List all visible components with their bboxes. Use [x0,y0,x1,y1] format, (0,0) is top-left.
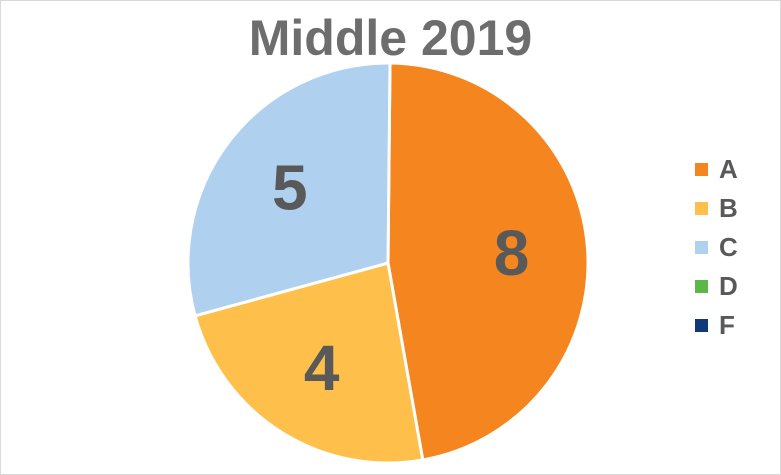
legend-item-f: F [695,306,775,345]
pie-slice-a [386,61,590,462]
legend-item-d: D [695,267,775,306]
chart-title: Middle 2019 [248,10,533,66]
legend-label: A [719,154,738,184]
legend-swatch-f [695,319,708,332]
legend-item-c: C [695,228,775,267]
pie-slice-c [186,61,392,318]
data-label-c: 5 [272,151,308,223]
legend-label: F [719,310,735,340]
legend-item-a: A [695,150,775,189]
legend-label: B [719,193,738,223]
pie-slice-b [193,261,425,465]
legend-swatch-d [695,280,708,293]
legend-swatch-a [695,163,708,176]
legend-swatch-c [695,241,708,254]
legend-item-b: B [695,189,775,228]
legend-label: D [719,271,738,301]
data-label-b: 4 [304,332,340,404]
data-label-a: 8 [494,217,530,289]
legend-label: C [719,232,738,262]
legend-swatch-b [695,202,708,215]
